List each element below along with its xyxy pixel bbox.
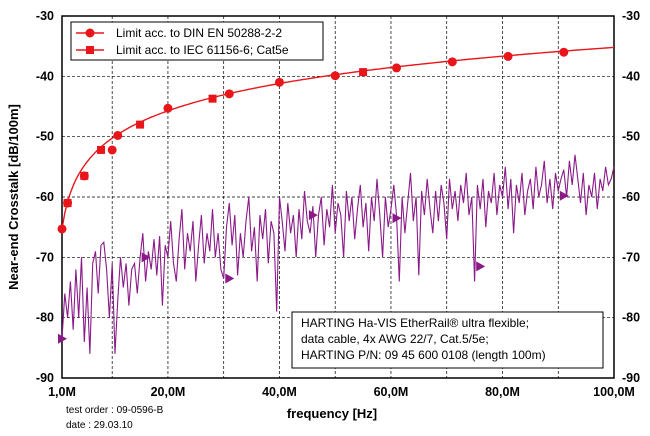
series-iec-marker [208,94,217,103]
series-din-marker [559,47,569,57]
series-iec-marker [136,120,145,129]
series-measured-marker [58,333,67,344]
x-tick-label: 60,0M [374,385,409,399]
series-measured-marker [141,252,151,263]
legend-marker-square [86,46,94,54]
series-din-marker [274,77,284,87]
x-axis-label: frequency [Hz] [287,406,377,421]
cable-info-line-1: HARTING Ha-VIS EtherRail® ultra flexible… [301,316,529,330]
y-tick-label-left: -90 [36,371,54,385]
series-iec-marker [80,171,89,180]
y-tick-label-left: -50 [36,130,54,144]
series-iec-marker [359,68,368,77]
y-tick-label-right: -60 [622,190,640,204]
y-tick-label-right: -80 [622,311,640,325]
series-din-marker [57,224,67,234]
series-din-marker [330,71,340,81]
y-axis-left-ticks: -30 -40 -50 -60 -70 -80 -90 [36,9,54,385]
test-date-text: date : 29.03.10 [66,420,133,431]
y-tick-label-left: -30 [36,9,54,23]
series-din-marker [224,89,234,99]
series-measured-marker [225,273,235,284]
series-iec-marker [97,145,106,154]
legend-label-iec: Limit acc. to IEC 61156-6; Cat5e [116,43,289,57]
series-measured-marker [392,213,402,224]
series-din-marker [113,130,123,140]
y-tick-label-right: -30 [622,9,640,23]
y-tick-label-right: -70 [622,250,640,264]
plot-frame [61,15,615,379]
legend-marker-circle [85,28,95,38]
series-layer [57,46,615,354]
y-tick-label-left: -60 [36,190,54,204]
y-tick-label-right: -40 [622,69,640,83]
series-din-marker [107,145,117,155]
plot-area [61,15,615,379]
x-tick-label: 100,0M [593,385,635,399]
cable-info-line-2: data cable, 4x AWG 22/7, Cat.5/5e; [301,332,489,346]
cable-info-line-3: HARTING P/N: 09 45 600 0108 (length 100m… [301,348,546,362]
series-din-marker [503,51,513,61]
series-iec-marker [63,199,72,208]
x-axis-ticks: 1,0M 20,0M 40,0M 60,0M 80,0M 100,0M [48,385,635,399]
series-measured-line [61,154,615,354]
y-tick-label-right: -90 [622,371,640,385]
y-axis-right-ticks: -30 -40 -50 -60 -70 -80 -90 [622,9,640,385]
test-order-text: test order : 09-0596-B [66,405,164,416]
legend-label-din: Limit acc. to DIN EN 50288-2-2 [116,26,282,40]
x-tick-label: 40,0M [262,385,297,399]
series-measured-marker [308,210,318,221]
legend: Limit acc. to DIN EN 50288-2-2 Limit acc… [70,21,324,61]
series-measured-marker [559,190,569,201]
legend-box [70,21,324,61]
y-tick-label-left: -70 [36,250,54,264]
x-tick-label: 1,0M [48,385,76,399]
x-tick-label: 20,0M [151,385,186,399]
series-din-marker [392,63,402,73]
series-din-marker [163,103,173,113]
y-tick-label-right: -50 [622,130,640,144]
y-tick-label-left: -80 [36,311,54,325]
series-din-marker [447,57,457,67]
y-axis-label: Near-end Crosstalk [dB/100m] [6,104,21,290]
series-measured-marker [476,261,486,272]
y-tick-label-left: -40 [36,69,54,83]
cable-info-frame [291,311,604,369]
cable-info-box: HARTING Ha-VIS EtherRail® ultra flexible… [291,311,604,369]
x-tick-label: 80,0M [485,385,520,399]
